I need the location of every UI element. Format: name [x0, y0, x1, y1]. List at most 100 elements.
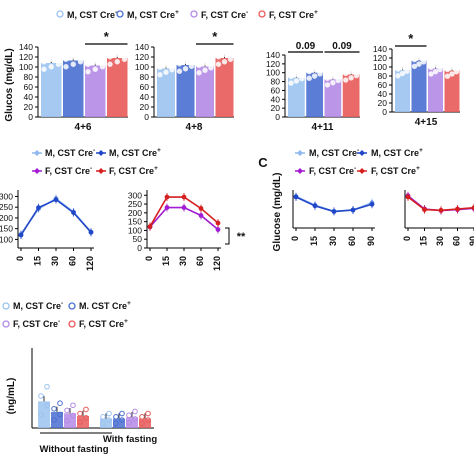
data-point [202, 67, 208, 73]
bar [85, 65, 106, 117]
y-tick-label: 140 [373, 44, 387, 54]
legend-marker [56, 10, 64, 18]
y-tick-label: 120 [373, 53, 387, 63]
y-tick-label: 0 [144, 112, 149, 122]
data-point [77, 51, 84, 57]
data-point [350, 207, 356, 213]
data-point [181, 205, 187, 210]
data-point [36, 205, 41, 211]
data-point [41, 59, 47, 65]
data-point [471, 205, 474, 211]
bar [77, 416, 89, 428]
y-tick-label: 250 [128, 199, 142, 209]
data-point [88, 229, 94, 235]
bar [107, 58, 128, 117]
data-point [221, 59, 228, 65]
x-tick-label: 15 [419, 236, 429, 246]
bar [395, 70, 410, 112]
data-point [198, 213, 204, 218]
legend-marker [34, 168, 40, 174]
data-point [139, 414, 145, 420]
y-tick-label: 0 [137, 243, 142, 253]
data-point [163, 62, 169, 68]
bar [139, 418, 151, 428]
data-point [77, 59, 84, 65]
data-point [348, 75, 354, 81]
data-point [299, 75, 305, 82]
data-point [126, 419, 132, 426]
data-point [215, 220, 221, 226]
data-point [335, 71, 341, 77]
y-axis-label: Glucos (mg/dL) [4, 48, 15, 121]
x-axis-label: 4+15 [415, 117, 438, 128]
data-point [432, 62, 439, 68]
data-point [119, 410, 125, 417]
data-point [51, 406, 57, 412]
data-point [405, 194, 411, 200]
data-point [198, 206, 204, 211]
legend-label-main: F, CST Cre [13, 319, 58, 329]
y-tick-label: 150 [0, 224, 13, 234]
data-point [444, 73, 451, 79]
y-tick-label: 20 [378, 98, 388, 108]
data-point [288, 73, 294, 80]
data-point [343, 77, 349, 83]
bar [324, 79, 342, 117]
data-point [330, 73, 336, 79]
legend-label-main: M, CST Cre [67, 10, 115, 20]
data-point [100, 414, 106, 420]
data-point [404, 68, 410, 74]
bar [126, 417, 138, 428]
data-point [132, 408, 138, 415]
data-point [399, 64, 406, 70]
data-point [83, 406, 89, 413]
y-tick-label: 120 [19, 52, 33, 62]
data-point [64, 407, 70, 414]
data-point [100, 420, 106, 427]
legend-marker [34, 150, 40, 156]
data-point [106, 417, 112, 423]
significance-label: * [104, 29, 110, 44]
legend-label-sup: - [61, 300, 63, 307]
data-point [288, 80, 294, 86]
legend-marker [68, 320, 76, 328]
data-point [70, 54, 76, 60]
data-point [202, 60, 208, 66]
data-point [353, 66, 360, 72]
y-tick-label: 20 [24, 102, 34, 112]
y-tick-label: 80 [271, 77, 281, 87]
x-tick-label: 60 [68, 256, 78, 266]
data-point [107, 61, 113, 67]
data-point [449, 64, 455, 70]
legend-label-sup: + [157, 147, 161, 154]
data-point [126, 412, 132, 419]
y-tick-label: 20 [140, 102, 150, 112]
bar [64, 413, 76, 428]
data-point [119, 417, 125, 423]
data-point [311, 73, 318, 79]
y-tick-label: 50 [133, 234, 143, 244]
data-point [169, 67, 175, 73]
data-point [176, 61, 183, 67]
y-tick-label: 40 [378, 89, 388, 99]
x-tick-label: 30 [50, 256, 60, 266]
data-point [57, 411, 63, 418]
legend-label-sup: - [93, 147, 95, 154]
bar [444, 70, 460, 112]
data-point [208, 65, 214, 71]
data-point [444, 66, 451, 73]
series-line [20, 198, 92, 236]
x-tick-label: 0 [402, 236, 412, 241]
significance-label: * [408, 31, 414, 46]
data-point [106, 410, 112, 417]
data-point [145, 417, 151, 423]
data-point [215, 227, 221, 232]
data-point [92, 66, 98, 72]
bar [100, 418, 112, 428]
data-point [312, 203, 318, 209]
legend-marker [359, 150, 365, 156]
data-point [145, 410, 151, 417]
x-axis-label: 4+11 [312, 122, 334, 133]
